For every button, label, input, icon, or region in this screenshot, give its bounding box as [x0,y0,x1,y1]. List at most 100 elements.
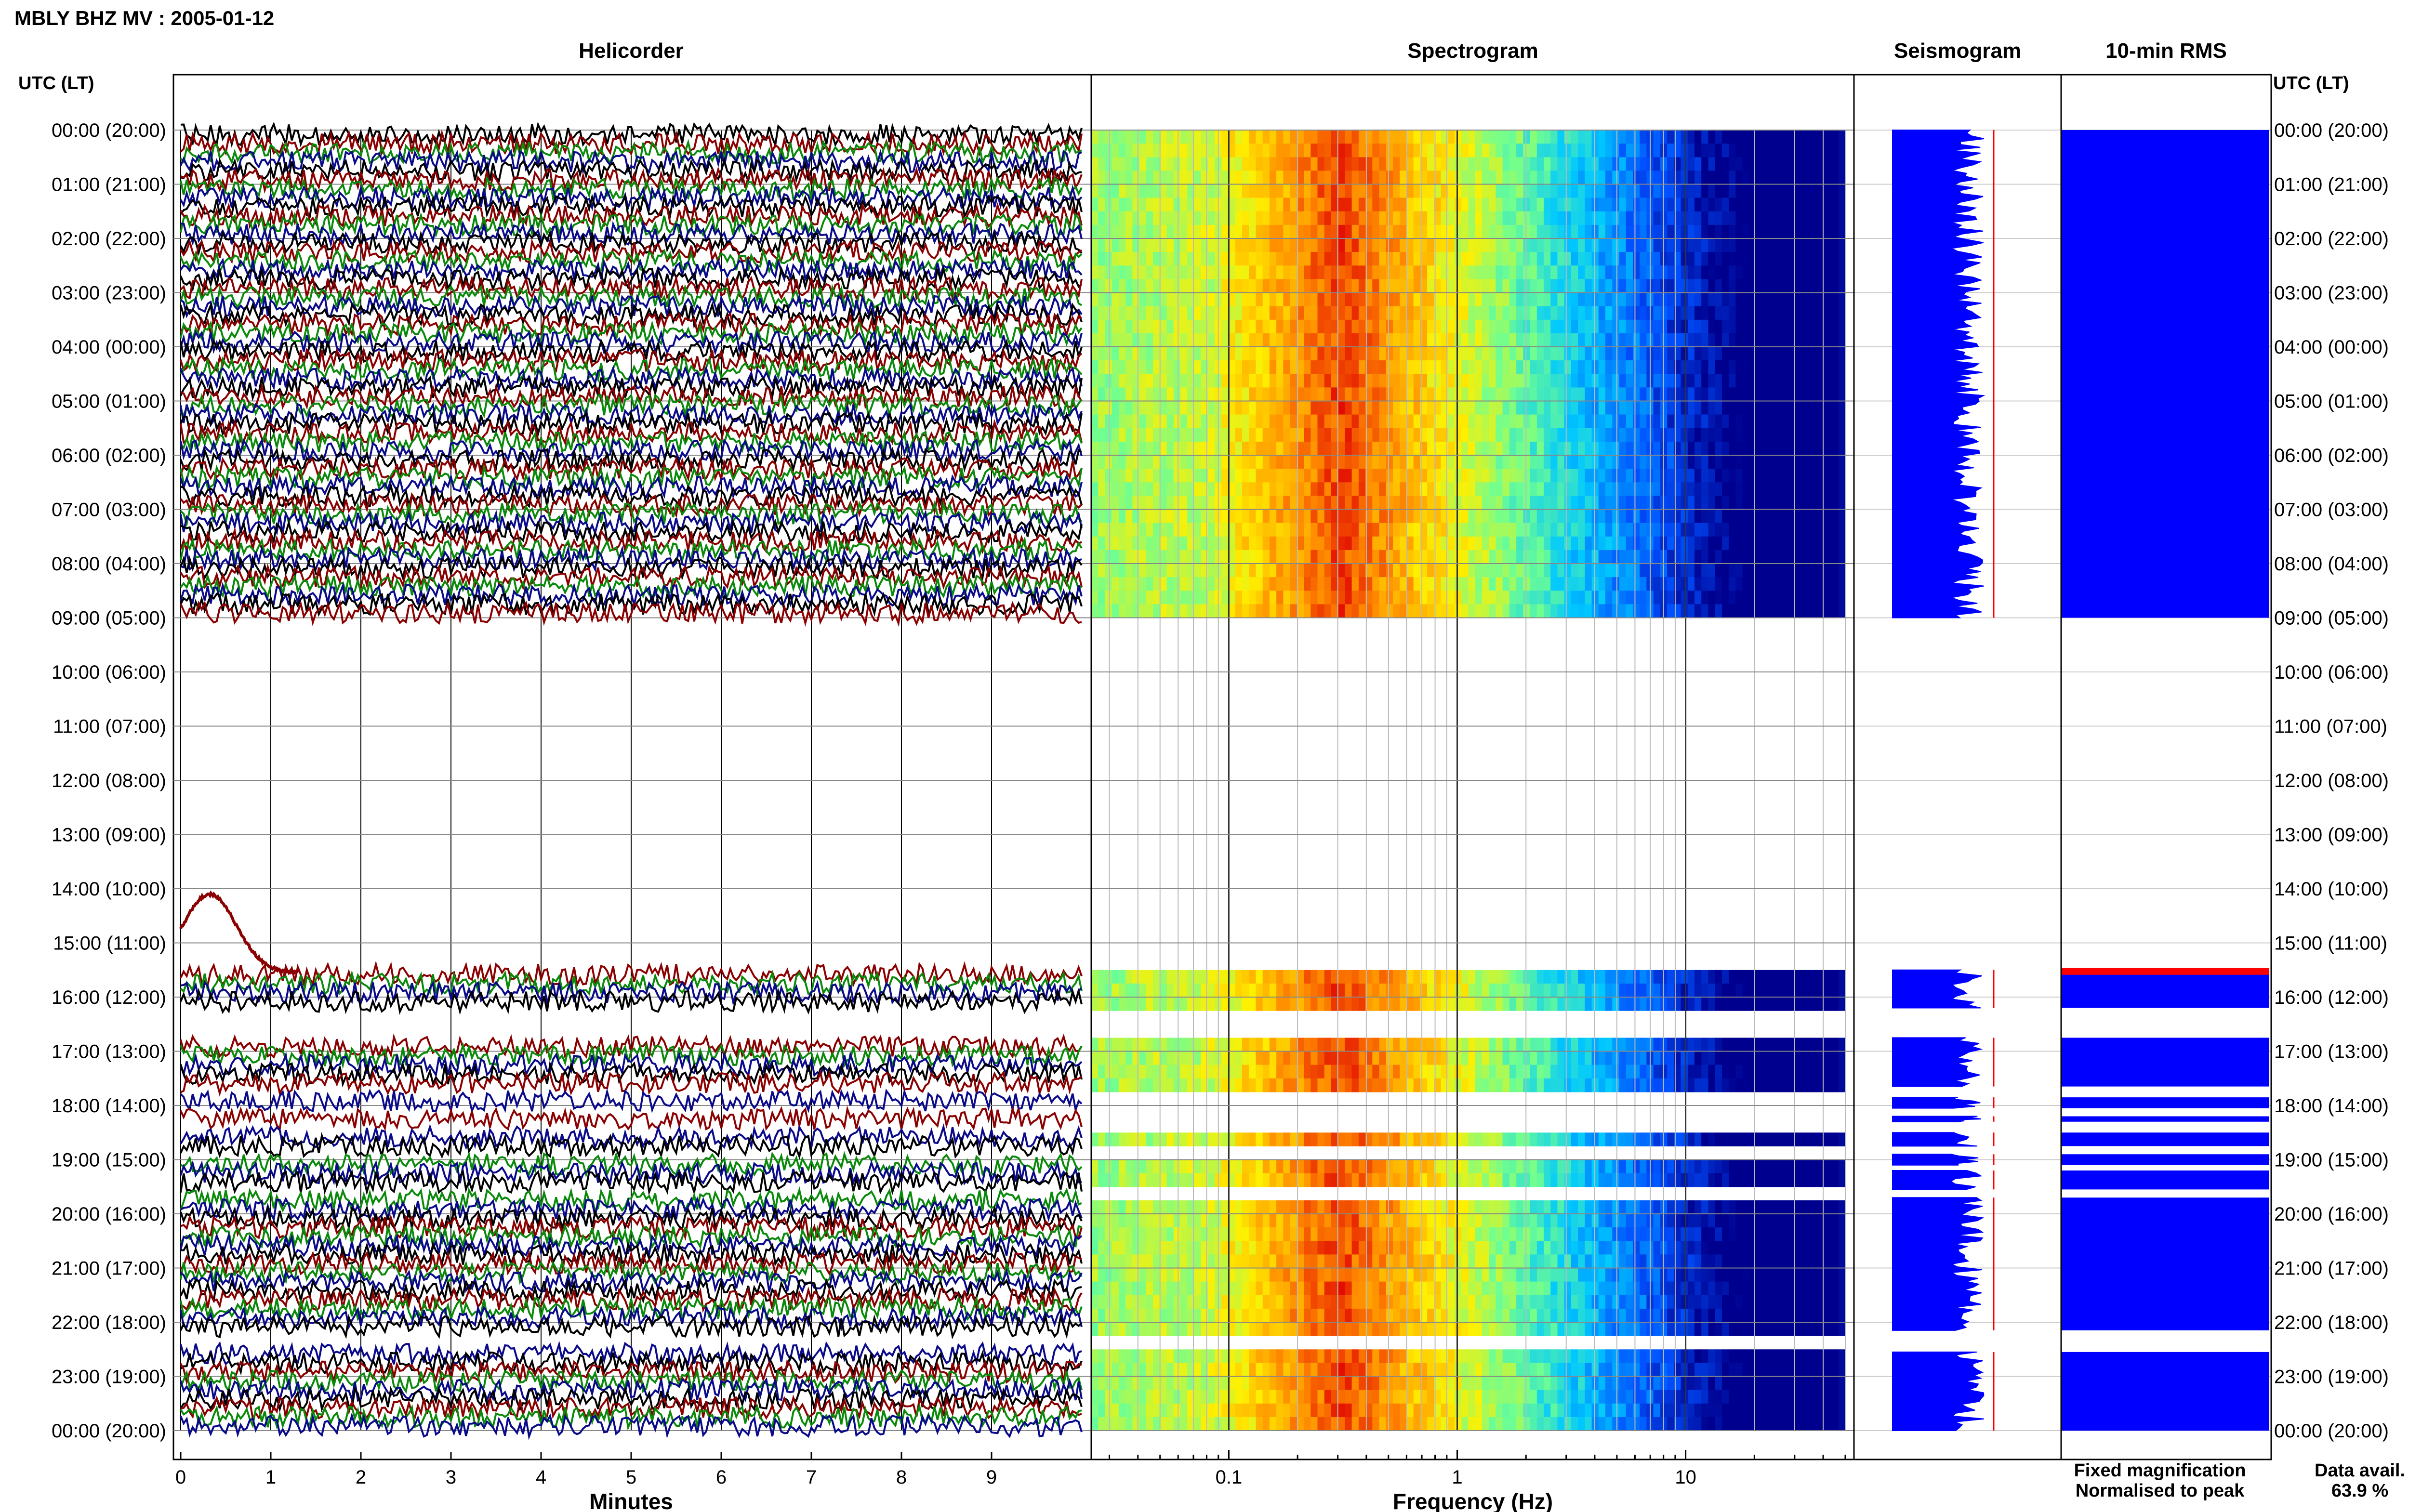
spectrogram-cell [1262,292,1270,307]
spectrogram-cell [1825,997,1832,1011]
spectrogram-cell [1393,387,1400,402]
spectrogram-cell [1427,292,1434,307]
spectrogram-cell [1125,184,1133,198]
spectrogram-cell [1331,374,1338,388]
spectrogram-cell [1790,374,1798,388]
spectrogram-cell [1516,482,1523,496]
spectrogram-cell [1160,1065,1167,1079]
spectrogram-cell [1276,252,1284,266]
spectrogram-cell [1441,983,1448,998]
spectrogram-cell [1413,564,1421,578]
spectrogram-cell [1105,983,1112,998]
spectrogram-cell [1825,1132,1832,1146]
spectrogram-cell [1338,211,1345,225]
spectrogram-cell [1550,401,1558,415]
spectrogram-cell [1701,1038,1708,1052]
spectrogram-cell [1735,211,1743,225]
spectrogram-cell [1674,306,1681,320]
spectrogram-cell [1653,591,1661,605]
spectrogram-cell [1825,387,1832,402]
spectrogram-cell [1708,252,1716,266]
spectrogram-cell [1598,414,1606,429]
spectrogram-cell [1536,130,1544,144]
spectrogram-cell [1687,536,1695,551]
spectrogram-cell [1585,1051,1592,1065]
spectrogram-cell [1818,130,1825,144]
spectrogram-cell [1276,292,1284,307]
spectrogram-cell [1180,564,1188,578]
spectrogram-cell [1221,1132,1229,1146]
helicorder-trace [180,960,1083,988]
spectrogram-cell [1112,238,1119,252]
spectrogram-cell [1509,224,1517,239]
spectrogram-cell [1180,536,1188,551]
spectrogram-cell [1626,184,1633,198]
spectrogram-cell [1790,997,1798,1011]
spectrogram-cell [1605,1132,1613,1146]
spectrogram-cell [1701,983,1708,998]
spectrogram-cell [1105,197,1112,212]
spectrogram-cell [1132,591,1140,605]
spectrogram-cell [1304,564,1311,578]
spectrogram-cell [1804,441,1812,456]
spectrogram-cell [1112,292,1119,307]
spectrogram-cell [1413,455,1421,469]
spectrogram-cell [1166,211,1174,225]
spectrogram-cell [1297,1078,1304,1092]
spectrogram-cell [1756,238,1763,252]
spectrogram-cell [1173,1065,1181,1079]
spectrogram-cell [1701,252,1708,266]
spectrogram-cell [1742,347,1750,361]
spectrogram-cell [1489,130,1496,144]
spectrogram-cell [1530,1065,1537,1079]
spectrogram-cell [1496,252,1503,266]
spectrogram-cell [1557,469,1565,483]
spectrogram-cell [1811,550,1818,564]
spectrogram-cell [1578,1065,1585,1079]
spectrogram-cell [1825,360,1832,374]
spectrogram-cell [1701,171,1708,185]
spectrogram-cell [1770,197,1777,212]
spectrogram-cell [1447,184,1455,198]
spectrogram-cell [1427,997,1434,1011]
spectrogram-cell [1160,1038,1167,1052]
spectrogram-cell [1715,184,1722,198]
spectrogram-cell [1790,306,1798,320]
spectrogram-cell [1509,347,1517,361]
spectrogram-cell [1831,1038,1839,1052]
spectrogram-cell [1790,604,1798,618]
spectrogram-cell [1564,564,1572,578]
spectrogram-cell [1701,224,1708,239]
spectrogram-cell [1173,144,1181,158]
spectrogram-cell [1626,997,1633,1011]
spectrogram-cell [1831,550,1839,564]
spectrogram-cell [1269,347,1277,361]
spectrogram-cell [1379,252,1387,266]
spectrogram-cell [1235,577,1243,591]
spectrogram-cell [1626,292,1633,307]
spectrogram-cell [1125,224,1133,239]
spectrogram-cell [1441,374,1448,388]
spectrogram-cell [1756,550,1763,564]
spectrogram-cell [1461,184,1469,198]
spectrogram-cell [1338,428,1345,442]
spectrogram-cell [1447,536,1455,551]
spectrogram-cell [1400,970,1407,984]
spectrogram-cell [1269,1078,1277,1092]
spectrogram-cell [1496,197,1503,212]
spectrogram-cell [1413,306,1421,320]
spectrogram-cell [1605,550,1613,564]
spectrogram-cell [1434,197,1442,212]
spectrogram-cell [1496,211,1503,225]
spectrogram-cell [1372,374,1380,388]
spectrogram-cell [1578,238,1585,252]
spectrogram-cell [1804,1078,1812,1092]
spectrogram-cell [1276,970,1284,984]
spectrogram-cell [1118,1051,1126,1065]
spectrogram-cell [1365,360,1373,374]
spectrogram-cell [1804,347,1812,361]
spectrogram-cell [1523,360,1531,374]
spectrogram-cell [1160,1051,1167,1065]
spectrogram-cell [1612,374,1620,388]
spectrogram-cell [1262,496,1270,510]
